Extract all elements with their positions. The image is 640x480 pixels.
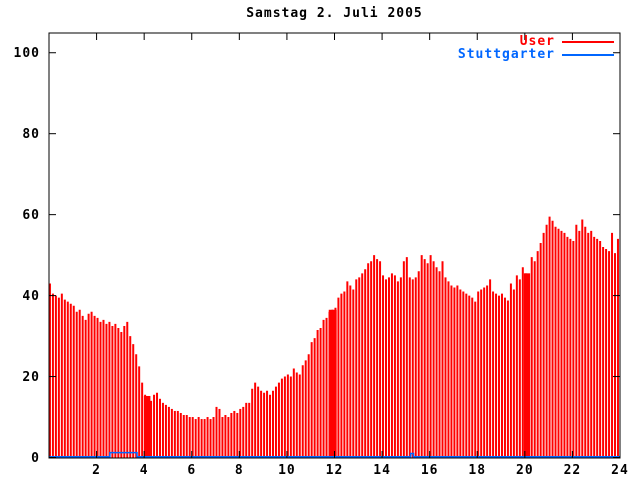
x-tick-label: 16 bbox=[421, 463, 439, 478]
y-tick-label: 80 bbox=[22, 127, 40, 142]
x-tick-label: 8 bbox=[235, 463, 244, 478]
x-tick-label: 12 bbox=[326, 463, 344, 478]
x-tick-label: 24 bbox=[611, 463, 629, 478]
y-tick-label: 60 bbox=[22, 208, 40, 223]
legend-label-user: User bbox=[519, 34, 555, 49]
x-tick-label: 4 bbox=[140, 463, 149, 478]
user-solid-block bbox=[523, 273, 531, 458]
x-tick-label: 18 bbox=[468, 463, 486, 478]
x-tick-label: 10 bbox=[278, 463, 296, 478]
legend: User Stuttgarter bbox=[457, 34, 614, 62]
legend-item-stuttgarter: Stuttgarter bbox=[457, 47, 614, 62]
chart-title: Samstag 2. Juli 2005 bbox=[246, 6, 423, 21]
legend-line-sample-user bbox=[562, 41, 614, 43]
legend-line-sample-stuttgarter bbox=[562, 54, 614, 56]
legend-item-user: User bbox=[458, 34, 614, 49]
y-tick-label: 0 bbox=[31, 451, 40, 466]
y-tick-label: 40 bbox=[22, 289, 40, 304]
stuttgarter-line bbox=[49, 451, 620, 458]
legend-label-stuttgarter: Stuttgarter bbox=[457, 47, 555, 62]
user-solid-block bbox=[328, 309, 337, 458]
y-tick-label: 100 bbox=[14, 46, 40, 61]
y-tick-label: 20 bbox=[22, 370, 40, 385]
axis-ticks bbox=[49, 33, 621, 458]
user-impulse-bars bbox=[48, 216, 619, 458]
x-tick-label: 6 bbox=[187, 463, 196, 478]
user-solid-block bbox=[143, 395, 151, 458]
x-tick-label: 2 bbox=[92, 463, 101, 478]
x-tick-label: 22 bbox=[564, 463, 582, 478]
x-tick-label: 20 bbox=[516, 463, 534, 478]
x-tick-label: 14 bbox=[373, 463, 391, 478]
